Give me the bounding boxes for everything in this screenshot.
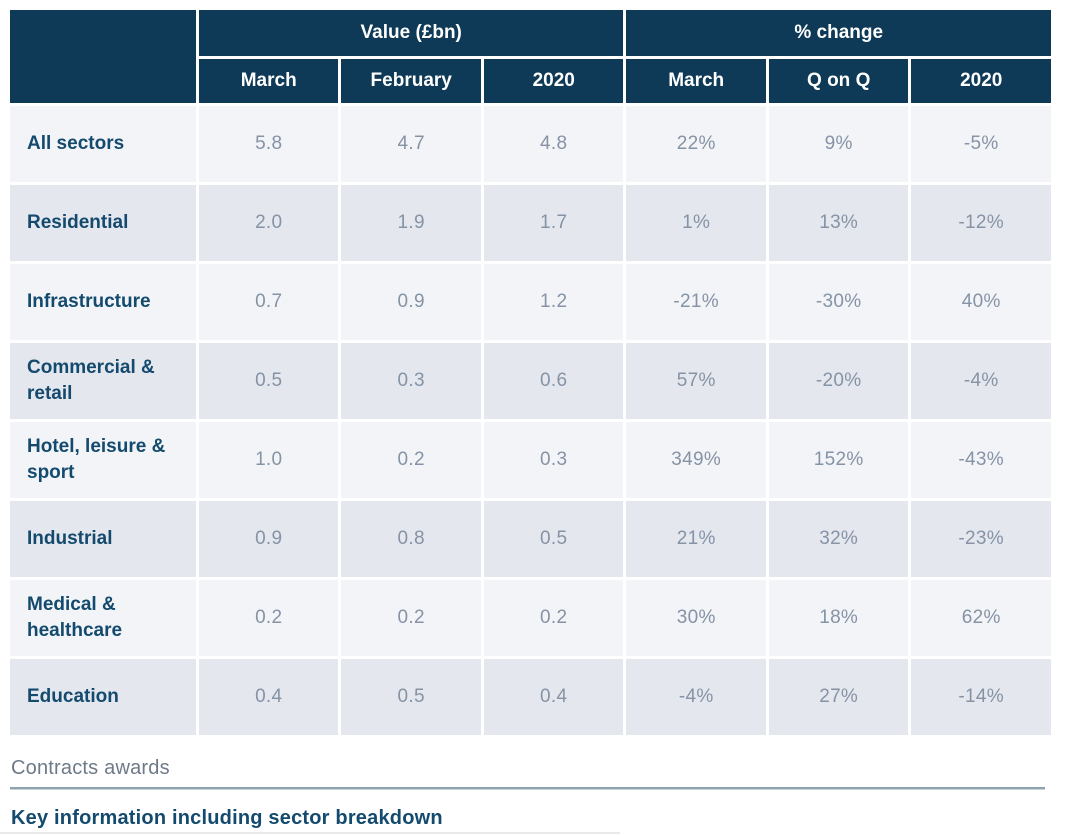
value-cell: 0.8 [341,501,481,577]
sector-breakdown-table: Value (£bn) % change March February 2020… [7,7,1054,738]
column-header-q-on-q: Q on Q [768,59,909,103]
section-heading: Key information including sector breakdo… [11,807,443,829]
value-cell: -5% [911,106,1051,182]
sector-label: Infrastructure [10,264,196,340]
value-cell: 0.4 [198,659,339,735]
value-cell: 27% [768,659,909,735]
value-cell: 1.7 [483,185,624,261]
table-row: Infrastructure 0.7 0.9 1.2 -21% -30% 40% [10,264,1051,340]
sector-label: Industrial [10,501,196,577]
value-cell: 40% [911,264,1051,340]
sector-label: Education [10,659,196,735]
value-cell: 0.2 [198,580,339,656]
corner-header-cell [10,10,196,103]
value-cell: 1.9 [341,185,481,261]
value-cell: 0.2 [341,422,481,498]
group-header-row: Value (£bn) % change [10,10,1051,103]
column-header-2020-pct: 2020 [911,59,1051,103]
table-row: Residential 2.0 1.9 1.7 1% 13% -12% [10,185,1051,261]
column-header-2020-value: 2020 [483,59,624,103]
value-cell: 30% [626,580,766,656]
value-cell: 0.2 [483,580,624,656]
value-cell: 0.5 [341,659,481,735]
value-cell: 5.8 [198,106,339,182]
sector-label: All sectors [10,106,196,182]
value-cell: 1.0 [198,422,339,498]
value-cell: -12% [911,185,1051,261]
value-cell: 32% [768,501,909,577]
table-row: Education 0.4 0.5 0.4 -4% 27% -14% [10,659,1051,735]
value-cell: 152% [768,422,909,498]
value-cell: 0.9 [198,501,339,577]
value-cell: 0.5 [198,343,339,419]
value-cell: 21% [626,501,766,577]
value-cell: 1.2 [483,264,624,340]
value-cell: 0.2 [341,580,481,656]
sector-label: Residential [10,185,196,261]
value-cell: 0.5 [483,501,624,577]
sector-label: Medical & healthcare [10,580,196,656]
value-cell: 62% [911,580,1051,656]
table-row: All sectors 5.8 4.7 4.8 22% 9% -5% [10,106,1051,182]
value-cell: 2.0 [198,185,339,261]
table-row: Commercial & retail 0.5 0.3 0.6 57% -20% -4% [10,343,1051,419]
value-cell: 18% [768,580,909,656]
value-cell: 0.3 [483,422,624,498]
table-row: Industrial 0.9 0.8 0.5 21% 32% -23% [10,501,1051,577]
column-header-february: February [341,59,481,103]
column-header-march-pct: March [626,59,766,103]
value-cell: 1% [626,185,766,261]
horizontal-rule [10,787,1045,790]
value-cell: 0.3 [341,343,481,419]
sector-label: Hotel, leisure & sport [10,422,196,498]
value-cell: -23% [911,501,1051,577]
table-caption: Contracts awards [11,757,170,779]
value-cell: 349% [626,422,766,498]
value-cell: 9% [768,106,909,182]
value-cell: 4.8 [483,106,624,182]
table-row: Hotel, leisure & sport 1.0 0.2 0.3 349% 152% -… [10,422,1051,498]
column-header-march-value: March [198,59,339,103]
table-body: All sectors 5.8 4.7 4.8 22% 9% -5% Residential 2… [10,106,1051,735]
value-cell: 4.7 [341,106,481,182]
value-cell: 0.6 [483,343,624,419]
value-cell: -21% [626,264,766,340]
column-header-row: March February 2020 March Q on Q 2020 [10,59,1051,103]
table-row: Medical & healthcare 0.2 0.2 0.2 30% 18% 62% [10,580,1051,656]
bottom-faint-divider [0,832,620,834]
value-cell: -4% [626,659,766,735]
value-cell: 0.9 [341,264,481,340]
value-cell: 0.4 [483,659,624,735]
group-header-value: Value (£bn) [198,10,624,56]
value-cell: 13% [768,185,909,261]
value-cell: 57% [626,343,766,419]
sector-label: Commercial & retail [10,343,196,419]
value-cell: -14% [911,659,1051,735]
value-cell: -43% [911,422,1051,498]
value-cell: 0.7 [198,264,339,340]
value-cell: -20% [768,343,909,419]
value-cell: -4% [911,343,1051,419]
group-header-pct-change: % change [626,10,1051,56]
value-cell: 22% [626,106,766,182]
value-cell: -30% [768,264,909,340]
